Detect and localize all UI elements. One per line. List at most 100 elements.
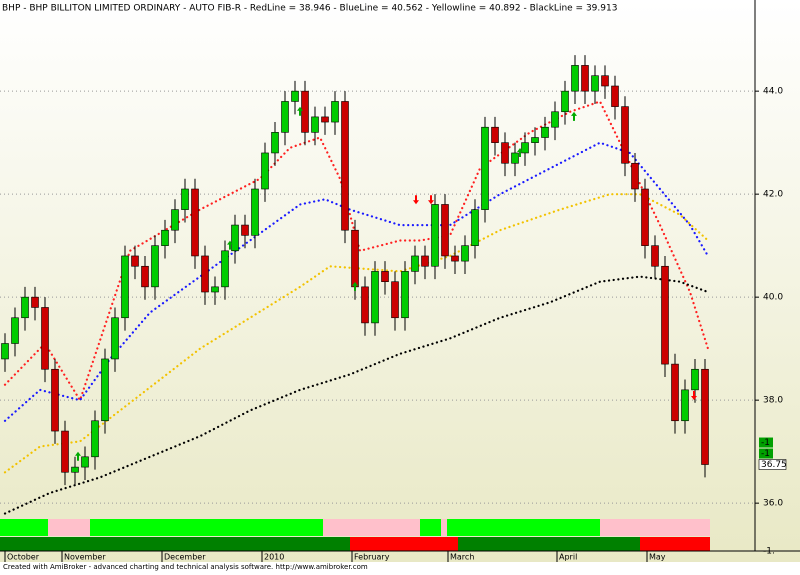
candle-body bbox=[21, 296, 29, 319]
candle-body bbox=[511, 152, 519, 164]
signal-arrow bbox=[691, 391, 697, 401]
candle-body bbox=[531, 137, 539, 143]
candle-body bbox=[701, 368, 709, 465]
value-tag-box bbox=[759, 448, 773, 459]
footer-band bbox=[0, 562, 800, 571]
candle-body bbox=[261, 152, 269, 190]
candle-body bbox=[291, 90, 299, 102]
candle-body bbox=[181, 188, 189, 210]
x-tick-label: November bbox=[64, 553, 106, 562]
ribbon-segment bbox=[441, 519, 447, 536]
candle-body bbox=[521, 142, 529, 154]
candle-body bbox=[371, 271, 379, 324]
candle-body bbox=[341, 101, 349, 231]
ribbon-segment bbox=[458, 537, 640, 551]
last-price-box bbox=[758, 459, 787, 470]
candle-body bbox=[691, 368, 699, 391]
chart-title: BHP - BHP BILLITON LIMITED ORDINARY - AU… bbox=[2, 4, 617, 14]
ribbon-segment bbox=[350, 537, 458, 551]
ribbon-segment bbox=[420, 519, 441, 536]
candle-body bbox=[141, 265, 149, 288]
candle-body bbox=[461, 245, 469, 262]
candle-body bbox=[51, 368, 59, 432]
ribbon-segment bbox=[600, 519, 710, 536]
indicator-line bbox=[3, 275, 710, 515]
candle-body bbox=[71, 466, 79, 473]
candle-body bbox=[171, 209, 179, 231]
signal-arrow bbox=[571, 111, 577, 121]
y-tick-label: 40.0 bbox=[763, 293, 783, 303]
ribbon-segment bbox=[323, 519, 420, 536]
candle-body bbox=[671, 363, 679, 422]
signal-arrow bbox=[413, 195, 419, 205]
y-tick-label: 42.0 bbox=[763, 190, 783, 200]
candle-body bbox=[361, 286, 369, 324]
candle-body bbox=[101, 358, 109, 422]
signal-arrow bbox=[227, 240, 233, 250]
candle-body bbox=[131, 255, 139, 267]
y-tick-label: 44.0 bbox=[763, 87, 783, 97]
candle-body bbox=[421, 255, 429, 267]
candle-body bbox=[481, 126, 489, 210]
candle-body bbox=[541, 126, 549, 138]
candle-body bbox=[431, 204, 439, 267]
candle-body bbox=[151, 245, 159, 288]
x-tick-label: December bbox=[164, 553, 206, 562]
candle-body bbox=[331, 101, 339, 123]
candle-body bbox=[271, 132, 279, 154]
candle-body bbox=[641, 188, 649, 246]
x-tick-label: February bbox=[354, 553, 390, 562]
candle-body bbox=[281, 101, 289, 133]
candle-body bbox=[451, 255, 459, 262]
candle-body bbox=[681, 389, 689, 422]
candle-body bbox=[351, 229, 359, 288]
candle-body bbox=[231, 224, 239, 252]
candle-body bbox=[611, 85, 619, 107]
candle-body bbox=[471, 209, 479, 246]
candle-body bbox=[161, 229, 169, 246]
candle-body bbox=[1, 343, 9, 360]
candle-body bbox=[551, 111, 559, 128]
candle-body bbox=[621, 106, 629, 164]
candle-body bbox=[11, 317, 19, 344]
plot-layer: 44.0 42.0 40.0 38.0 36.0 October November Decem… bbox=[0, 55, 787, 562]
signal-arrow bbox=[517, 147, 523, 157]
signal-arrow bbox=[352, 281, 358, 291]
indicator-line bbox=[3, 100, 710, 403]
candle-body bbox=[651, 245, 659, 267]
candle-body bbox=[661, 265, 669, 365]
ribbon-segment bbox=[640, 537, 710, 551]
candle-body bbox=[41, 307, 49, 370]
candle-body bbox=[311, 116, 319, 133]
candle-body bbox=[381, 271, 389, 283]
candle-body bbox=[581, 65, 589, 92]
x-tick-label: March bbox=[450, 553, 474, 562]
ribbon-segment bbox=[48, 519, 90, 536]
candle-body bbox=[221, 250, 229, 288]
signal-arrow bbox=[75, 451, 81, 461]
y-tick-label: 38.0 bbox=[763, 396, 783, 406]
candle-body bbox=[211, 286, 219, 293]
y-tick-label: 36.0 bbox=[763, 499, 783, 509]
candle-body bbox=[411, 255, 419, 272]
candle-body bbox=[251, 188, 259, 236]
candle-body bbox=[301, 90, 309, 133]
ribbon-segment bbox=[447, 519, 600, 536]
candle-body bbox=[201, 255, 209, 293]
candle-body bbox=[631, 162, 639, 190]
candle-body bbox=[321, 116, 329, 123]
x-tick-label: 2010 bbox=[264, 553, 284, 562]
candle-body bbox=[191, 188, 199, 257]
last-price-label: 36.75 bbox=[761, 460, 787, 470]
x-tick-label: April bbox=[559, 553, 577, 562]
indicator-line bbox=[3, 141, 710, 422]
signal-arrow bbox=[297, 106, 303, 116]
x-tick-label: October bbox=[7, 553, 40, 562]
candle-body bbox=[441, 204, 449, 257]
candle-body bbox=[111, 317, 119, 360]
candle-body bbox=[121, 255, 129, 319]
candle-body bbox=[601, 75, 609, 87]
x-tick-label: May bbox=[649, 553, 666, 562]
